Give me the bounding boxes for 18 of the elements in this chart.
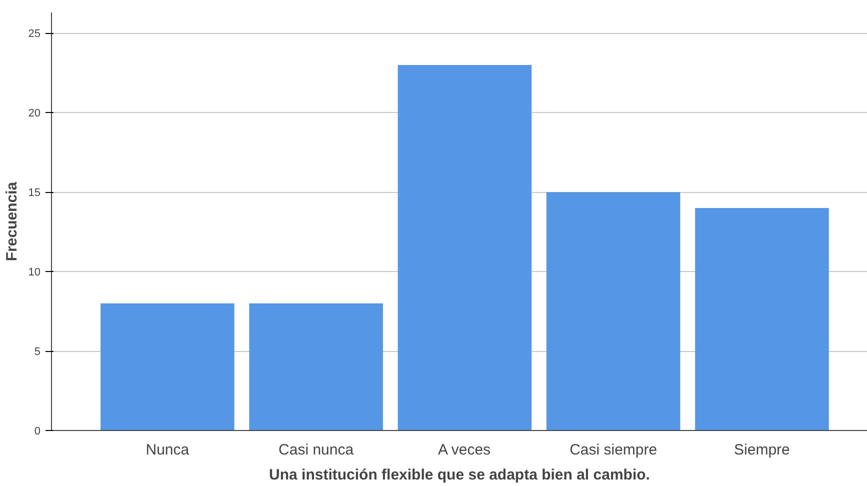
- x-tick-label: Casi nunca: [278, 442, 354, 458]
- y-tick-label: 25: [28, 28, 41, 40]
- y-tick-label: 0: [34, 426, 41, 438]
- bar: [546, 192, 680, 430]
- y-axis-title: Frecuencia: [3, 181, 20, 262]
- x-tick-label: Nunca: [146, 442, 190, 458]
- bar: [695, 208, 829, 430]
- bar: [100, 303, 234, 430]
- bar: [398, 64, 532, 430]
- bar: [249, 303, 383, 430]
- y-tick-label: 20: [28, 108, 41, 120]
- x-tick-label: Siempre: [734, 442, 790, 458]
- y-tick-label: 5: [34, 346, 41, 358]
- y-tick-label: 10: [28, 266, 41, 279]
- x-axis-title: Una institución flexible que se adapta bien al cambio.: [269, 466, 650, 484]
- x-tick-label: Casi siempre: [570, 442, 658, 458]
- y-tick-label: 15: [28, 187, 41, 200]
- x-tick-label: A veces: [438, 442, 491, 458]
